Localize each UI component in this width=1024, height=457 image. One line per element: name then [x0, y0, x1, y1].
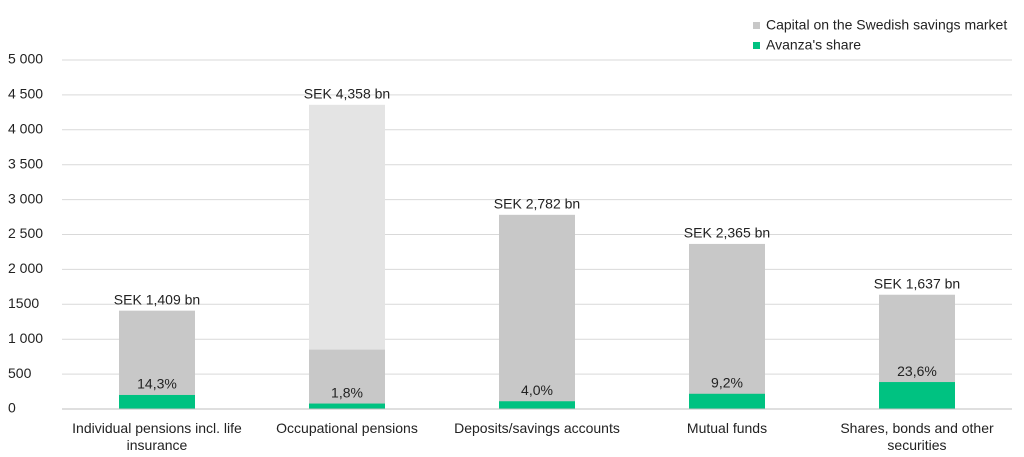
share-bar: [499, 401, 575, 409]
y-tick-label: 2 500: [8, 225, 43, 241]
share-label: 14,3%: [137, 376, 177, 392]
share-bar: [119, 394, 195, 409]
y-tick-label: 500: [8, 365, 32, 381]
share-bar: [879, 382, 955, 409]
y-tick-label: 3 500: [8, 155, 43, 171]
y-tick-label: 4 000: [8, 121, 43, 137]
legend-swatch: [753, 42, 760, 49]
value-label: SEK 2,365 bn: [684, 225, 770, 241]
y-tick-label: 0: [8, 400, 16, 416]
share-bar: [309, 403, 385, 409]
legend-label: Avanza's share: [766, 37, 861, 53]
x-tick-label: Shares, bonds and other securities: [840, 420, 994, 453]
share-label: 4,0%: [521, 382, 553, 398]
x-tick-label: Deposits/savings accounts: [454, 420, 620, 436]
y-tick-label: 1500: [8, 295, 39, 311]
value-label: SEK 1,409 bn: [114, 291, 200, 307]
y-tick-label: 1 000: [8, 330, 43, 346]
capital-bar: [499, 214, 575, 409]
share-label: 1,8%: [331, 384, 363, 400]
value-label: SEK 4,358 bn: [304, 86, 390, 102]
x-tick-label: Individual pensions incl. life insurance: [72, 420, 242, 453]
capital-bar-shaded: [309, 349, 385, 409]
share-bar: [689, 393, 765, 409]
y-tick-label: 4 500: [8, 86, 43, 102]
x-tick-label: Occupational pensions: [276, 420, 418, 436]
x-tick-label: Mutual funds: [686, 420, 768, 436]
share-label: 23,6%: [897, 363, 937, 379]
y-tick-label: 5 000: [8, 51, 43, 67]
legend-swatch: [753, 22, 760, 29]
value-label: SEK 1,637 bn: [874, 275, 960, 291]
capital-bar: [119, 310, 195, 409]
capital-bar: [689, 243, 765, 409]
y-tick-label: 2 000: [8, 260, 43, 276]
legend-label: Capital on the Swedish savings market: [766, 17, 1007, 33]
y-tick-label: 3 000: [8, 190, 43, 206]
share-label: 9,2%: [711, 374, 743, 390]
value-label: SEK 2,782 bn: [494, 196, 580, 212]
